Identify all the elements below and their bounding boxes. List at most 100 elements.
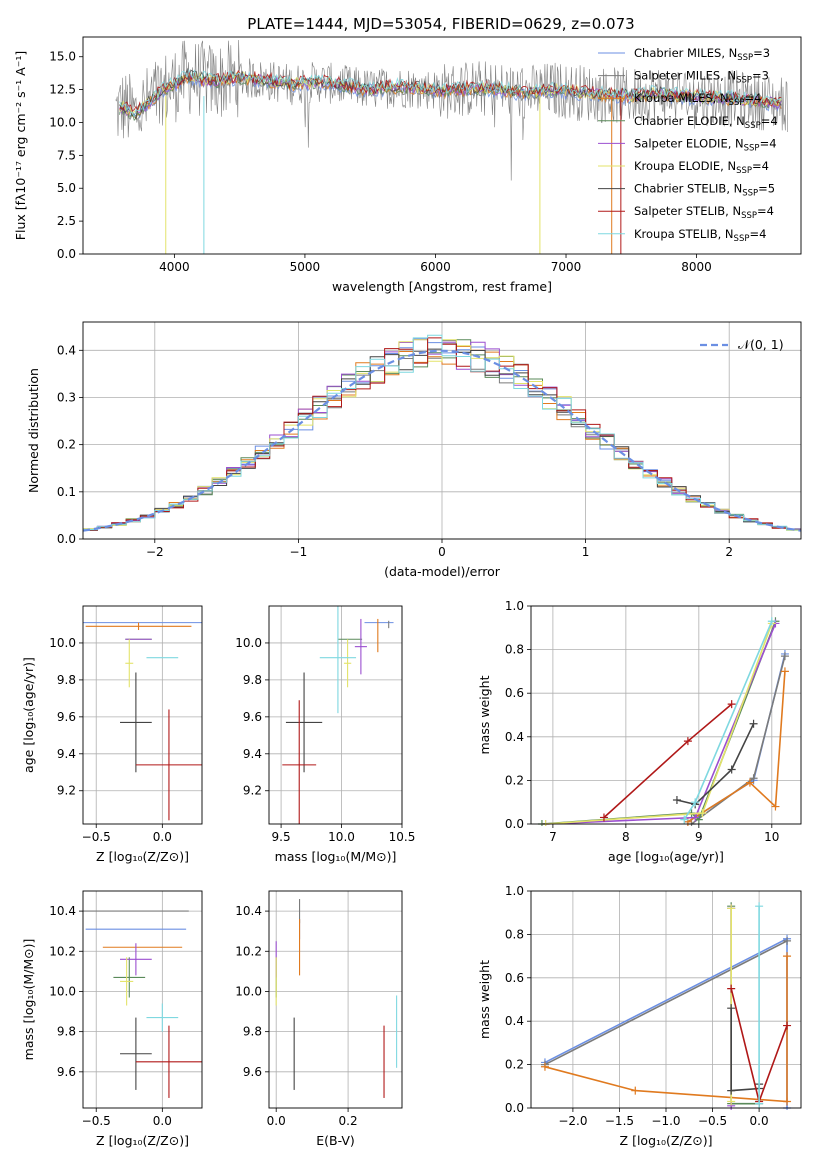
legend-label-sub: SSP xyxy=(744,143,760,153)
x-tick-label: 0.0 xyxy=(267,1114,286,1128)
y-tick-label: 10.0 xyxy=(49,984,76,998)
y-tick-label: 0.4 xyxy=(505,730,524,744)
legend-label-sub: SSP xyxy=(736,166,752,176)
observed-spectrum xyxy=(115,39,788,181)
y-tick-label: 9.4 xyxy=(243,747,262,761)
legend-label: Kroupa STELIB, NSSP=4 xyxy=(634,227,766,244)
x-tick-label: 9 xyxy=(695,830,703,844)
y-tick-label: 10.0 xyxy=(235,984,262,998)
y-tick-label: 0.8 xyxy=(505,643,524,657)
errorbar-points xyxy=(275,899,398,1098)
x-tick-label: 8000 xyxy=(681,260,712,274)
legend-label-sub: SSP xyxy=(745,121,761,131)
y-tick-label: 2.5 xyxy=(57,214,76,228)
x-tick-label: 7 xyxy=(549,830,557,844)
y-tick-label: 10.0 xyxy=(235,636,262,650)
weight-marker xyxy=(727,700,736,709)
x-axis-label: wavelength [Angstrom, rest frame] xyxy=(332,279,552,294)
y-axis-label: mass weight xyxy=(477,960,492,1039)
x-tick-label: 5000 xyxy=(290,260,321,274)
weight-marker xyxy=(691,813,700,822)
weight-marker xyxy=(755,902,764,911)
weight-series xyxy=(540,902,792,1110)
x-tick-label: 0.0 xyxy=(750,1114,769,1128)
weight-marker xyxy=(683,737,692,746)
legend-label-main: Chabrier ELODIE, N xyxy=(634,114,745,128)
panel-age-vs-Z: −0.5 0.0 9.2 9.4 9.6 9.8 10.0 Z [log₁₀(Z/Z⊙)] ag… xyxy=(21,605,203,864)
plot-frame xyxy=(82,36,802,255)
panel-spectrum: 4000 5000 6000 7000 8000 0.0 2.5 5.0 7.5 10.0 12.5… xyxy=(13,36,802,294)
weight-series-line xyxy=(544,940,788,1066)
errorbar-point xyxy=(354,618,367,675)
y-tick-label: 0.8 xyxy=(505,927,524,941)
x-tick-label: 10 xyxy=(764,830,779,844)
weight-marker xyxy=(727,984,736,993)
plot-frame xyxy=(268,890,403,1109)
legend-label-count: =4 xyxy=(760,136,777,150)
x-tick-label: 2 xyxy=(725,545,733,559)
errorbar-point xyxy=(146,1003,179,1032)
legend-label: Chabrier STELIB, NSSP=5 xyxy=(634,182,775,199)
y-tick-label: 1.0 xyxy=(505,884,524,898)
x-tick-label: −2 xyxy=(146,545,164,559)
legend-label-sub: SSP xyxy=(741,211,757,221)
y-tick-label: 9.8 xyxy=(57,673,76,687)
x-tick-label: 0.2 xyxy=(339,1114,358,1128)
legend-label: Salpeter STELIB, NSSP=4 xyxy=(634,204,774,221)
legend-label-main: Chabrier MILES, N xyxy=(634,46,737,60)
x-tick-label: 0.0 xyxy=(153,1114,172,1128)
errorbar-point xyxy=(285,672,323,773)
panel-mass-vs-Z: −0.5 0.0 9.6 9.8 10.0 10.2 10.4 Z [log₁₀(Z/Z⊙)]… xyxy=(21,890,203,1148)
legend-label: Chabrier ELODIE, NSSP=4 xyxy=(634,114,778,131)
legend-label-main: Salpeter ELODIE, N xyxy=(634,136,744,150)
y-tick-label: 0.6 xyxy=(505,686,524,700)
weight-marker xyxy=(767,617,776,626)
y-tick-label: 10.0 xyxy=(49,115,76,129)
x-axis-label: Z [log₁₀(Z/Z⊙)] xyxy=(96,849,189,864)
legend-label-sub: SSP xyxy=(729,98,745,108)
weight-marker xyxy=(783,952,792,961)
plot-frame xyxy=(530,605,802,825)
y-tick-label: 9.8 xyxy=(57,1025,76,1039)
errorbar-point xyxy=(120,672,152,773)
x-tick-label: 6000 xyxy=(420,260,451,274)
y-tick-label: 9.2 xyxy=(57,784,76,798)
y-tick-label: 1.0 xyxy=(505,599,524,613)
x-tick-label: −1.5 xyxy=(605,1114,634,1128)
legend-label: Salpeter MILES, NSSP=3 xyxy=(634,69,769,86)
model-spectrum xyxy=(119,68,782,118)
legend-label-sub: SSP xyxy=(736,76,752,86)
errorbar-point xyxy=(120,957,134,1006)
legend-label-count: =4 xyxy=(749,227,766,241)
legend-label-count: =4 xyxy=(757,204,774,218)
x-tick-label: 7000 xyxy=(551,260,582,274)
weight-series-line xyxy=(545,623,777,825)
spectrum-lines xyxy=(115,39,788,254)
legend-label-sub: SSP xyxy=(734,234,750,244)
x-axis-label: (data-model)/error xyxy=(384,564,501,579)
y-tick-label: 10.0 xyxy=(49,636,76,650)
weight-marker xyxy=(745,778,754,787)
weight-series-line xyxy=(687,671,786,823)
weight-marker xyxy=(780,652,789,661)
x-tick-label: 4000 xyxy=(159,260,190,274)
legend-label-main: Kroupa ELODIE, N xyxy=(634,159,736,173)
y-tick-label: 0.3 xyxy=(57,390,76,404)
x-tick-label: 10.5 xyxy=(389,830,416,844)
y-axis-label: Normed distribution xyxy=(26,368,41,493)
errorbar-point xyxy=(120,1017,152,1090)
panel-mass-weight-vs-age: 7 8 9 10 0.0 0.2 0.4 0.6 0.8 1.0 age [log₁₀(age/yr… xyxy=(477,599,802,864)
plot-frame xyxy=(82,321,802,540)
panel-age-vs-mass: 9.5 10.0 10.5 9.2 9.4 9.6 9.8 10.0 mass [log₁₀(M… xyxy=(235,605,416,864)
gaussian-legend-label: 𝒩(0, 1) xyxy=(738,337,784,352)
legend-label-count: =3 xyxy=(752,69,769,83)
histogram-steps xyxy=(83,334,801,533)
errorbar-point xyxy=(85,622,192,631)
weight-series-line xyxy=(541,621,777,825)
errorbar-points xyxy=(83,910,202,1098)
x-tick-label: 10.0 xyxy=(328,830,355,844)
legend-label: Salpeter ELODIE, NSSP=4 xyxy=(634,136,777,153)
errorbar-point xyxy=(135,1025,202,1098)
legend-label-main: Kroupa STELIB, N xyxy=(634,227,734,241)
